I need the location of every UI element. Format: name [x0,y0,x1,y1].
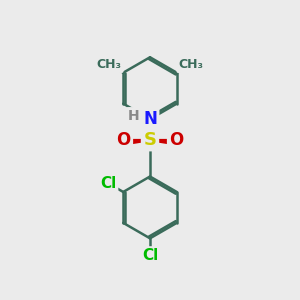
Text: H: H [128,109,140,123]
Text: O: O [169,131,184,149]
Text: S: S [143,131,157,149]
Text: CH₃: CH₃ [178,58,203,71]
Text: Cl: Cl [100,176,116,190]
Text: CH₃: CH₃ [97,58,122,71]
Text: N: N [143,110,157,128]
Text: Cl: Cl [142,248,158,263]
Text: O: O [116,131,130,149]
